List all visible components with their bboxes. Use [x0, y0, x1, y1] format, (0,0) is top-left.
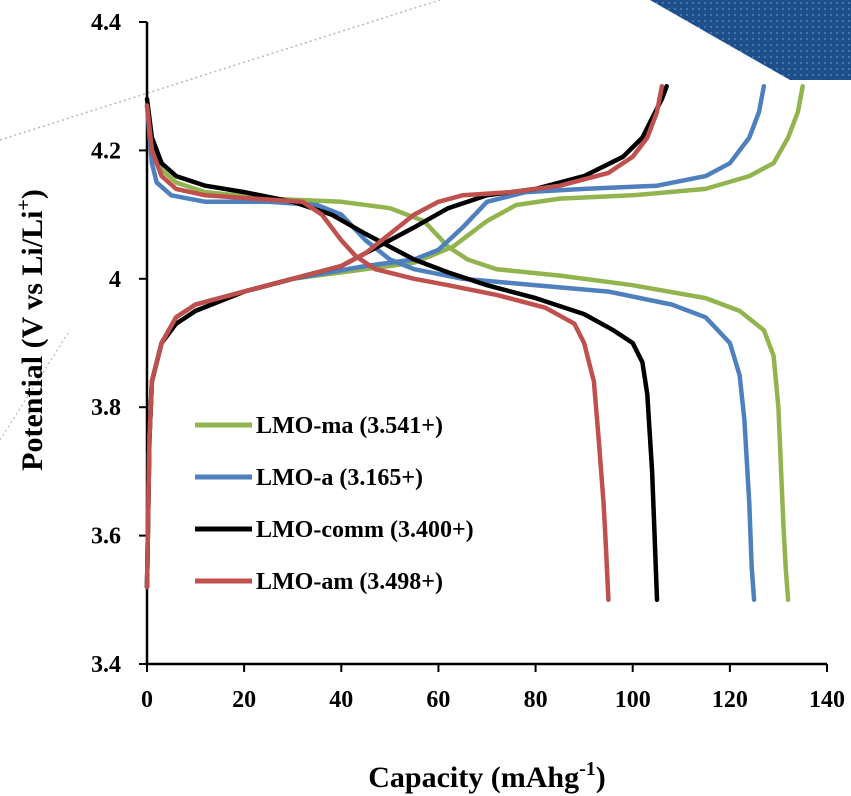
series-lmo-ma-charge-line [144, 83, 805, 590]
y-tick-label: 3.6 [91, 524, 121, 550]
series-lmo-a-charge-line [144, 83, 767, 590]
series-lmo-a-discharge-line [144, 103, 757, 603]
legend-label: LMO-ma (3.541+) [256, 413, 443, 439]
x-tick-label: 140 [809, 687, 845, 713]
legend-label: LMO-comm (3.400+) [256, 517, 474, 543]
series-lmo-comm-discharge-line [144, 96, 660, 603]
series-lmo-comm-charge-line [144, 83, 669, 590]
y-ticks: 3.4 3.6 3.8 4 4.2 4.4 [91, 10, 147, 678]
legend: LMO-ma (3.541+) LMO-a (3.165+) LMO-comm (3… [195, 413, 474, 595]
y-tick-label: 4.4 [91, 10, 121, 36]
series-lmo-ma-discharge-line [144, 103, 791, 603]
series-lmo-am-discharge-line [144, 103, 611, 603]
legend-label: LMO-a (3.165+) [256, 465, 423, 491]
x-tick-label: 20 [232, 687, 256, 713]
series-lmo-am-charge-line [144, 83, 665, 590]
y-tick-label: 4.2 [91, 138, 121, 164]
legend-label: LMO-am (3.498+) [256, 569, 443, 595]
x-tick-label: 80 [524, 687, 548, 713]
axes [145, 22, 827, 666]
x-tick-label: 0 [141, 687, 153, 713]
x-tick-label: 100 [615, 687, 651, 713]
series-lines [144, 83, 805, 603]
x-ticks: 0 20 40 60 80 100 120 140 [141, 664, 845, 713]
background-decoration [0, 0, 851, 441]
x-tick-label: 40 [329, 687, 353, 713]
y-tick-label: 3.8 [91, 395, 121, 421]
y-tick-label: 3.4 [91, 652, 121, 678]
x-tick-label: 60 [426, 687, 450, 713]
x-axis-title: Capacity (mAhg-1) [368, 758, 606, 794]
x-tick-label: 120 [712, 687, 748, 713]
y-tick-label: 4 [109, 267, 121, 293]
y-axis-title: Potential (V vs Li/Li+) [13, 189, 49, 471]
